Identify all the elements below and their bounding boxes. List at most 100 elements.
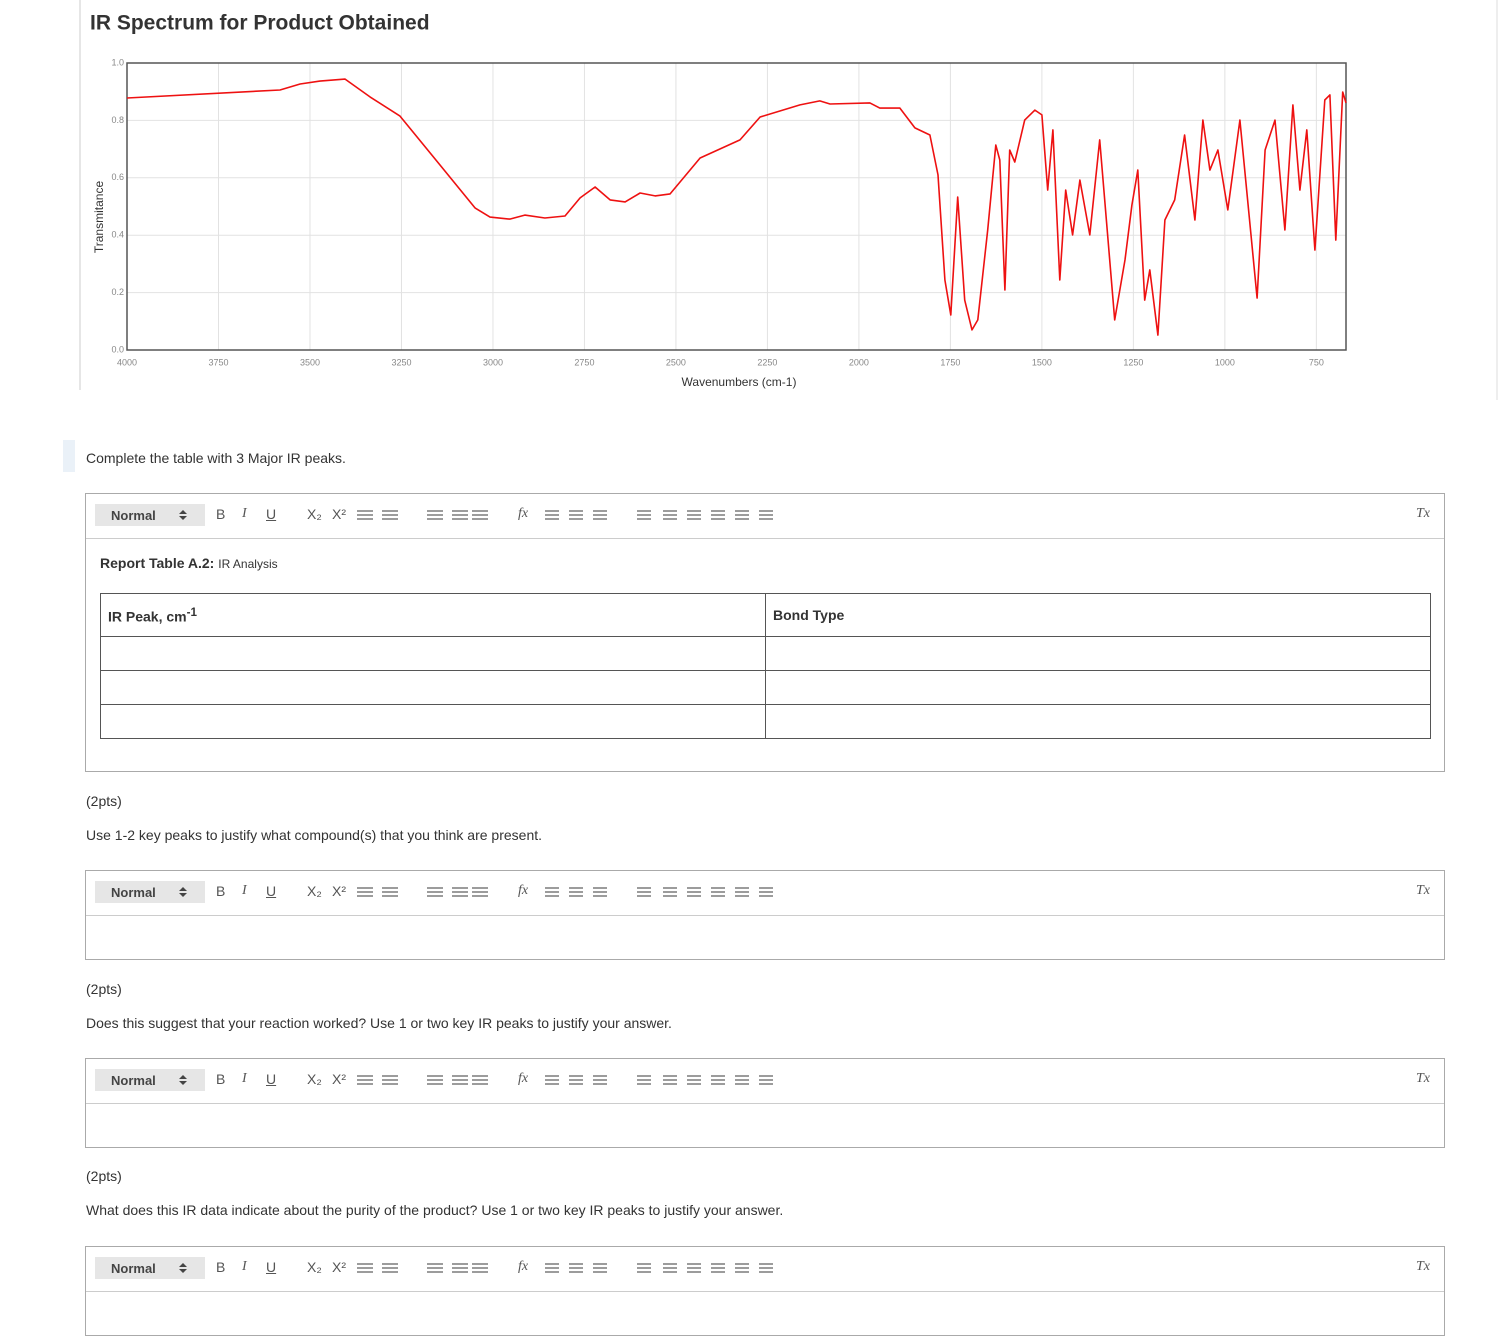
toolbar-icon[interactable] bbox=[734, 885, 750, 899]
toolbar-icon[interactable] bbox=[662, 1261, 678, 1275]
toolbar-icon[interactable] bbox=[381, 1261, 399, 1275]
cell[interactable] bbox=[765, 704, 1431, 739]
format-select[interactable]: Normal bbox=[95, 1257, 205, 1279]
formula-button[interactable]: fx bbox=[518, 506, 529, 521]
toolbar-icon[interactable] bbox=[686, 508, 702, 522]
bold-button[interactable]: B bbox=[216, 506, 226, 522]
toolbar-icon[interactable] bbox=[451, 1073, 469, 1087]
toolbar-icon[interactable] bbox=[356, 1261, 374, 1275]
toolbar-icon[interactable] bbox=[758, 1261, 774, 1275]
toolbar-icon[interactable] bbox=[710, 1261, 726, 1275]
toolbar-icon[interactable] bbox=[544, 885, 560, 899]
toolbar-icon[interactable] bbox=[710, 508, 726, 522]
toolbar-icon[interactable] bbox=[451, 885, 469, 899]
toolbar-icon[interactable] bbox=[426, 1073, 444, 1087]
italic-button[interactable]: I bbox=[242, 1259, 247, 1274]
rich-text-editor[interactable]: Normal B I U X₂ X² fx Tx Report Table A.2: IR A… bbox=[85, 493, 1445, 772]
toolbar-icon[interactable] bbox=[734, 508, 750, 522]
cell[interactable] bbox=[100, 670, 766, 705]
toolbar-icon[interactable] bbox=[471, 885, 489, 899]
toolbar-icon[interactable] bbox=[734, 1261, 750, 1275]
rich-text-editor[interactable]: Normal B I U X₂ X² fx Tx bbox=[85, 1058, 1445, 1148]
toolbar-icon[interactable] bbox=[662, 1073, 678, 1087]
toolbar-icon[interactable] bbox=[426, 885, 444, 899]
toolbar-icon[interactable] bbox=[471, 1261, 489, 1275]
toolbar-icon[interactable] bbox=[471, 508, 489, 522]
formula-button[interactable]: fx bbox=[518, 1259, 529, 1274]
toolbar-icon[interactable] bbox=[381, 1073, 399, 1087]
underline-button[interactable]: U bbox=[266, 883, 277, 899]
format-label[interactable]: Normal bbox=[111, 1261, 156, 1276]
format-select[interactable]: Normal bbox=[95, 1069, 205, 1091]
italic-button[interactable]: I bbox=[242, 1071, 247, 1086]
formula-button[interactable]: fx bbox=[518, 1071, 529, 1086]
bold-button[interactable]: B bbox=[216, 883, 226, 899]
toolbar-icon[interactable] bbox=[662, 885, 678, 899]
cell[interactable] bbox=[100, 636, 766, 671]
toolbar-icon[interactable] bbox=[686, 1073, 702, 1087]
underline-button[interactable]: U bbox=[266, 1071, 277, 1087]
format-select[interactable]: Normal bbox=[95, 881, 205, 903]
bold-button[interactable]: B bbox=[216, 1071, 226, 1087]
superscript-button[interactable]: X² bbox=[332, 1259, 346, 1275]
toolbar-icon[interactable] bbox=[758, 1073, 774, 1087]
clear-format-button[interactable]: Tx bbox=[1416, 1071, 1430, 1086]
toolbar-icon[interactable] bbox=[686, 885, 702, 899]
toolbar-icon[interactable] bbox=[592, 885, 608, 899]
toolbar-icon[interactable] bbox=[568, 885, 584, 899]
toolbar-icon[interactable] bbox=[356, 1073, 374, 1087]
clear-format-button[interactable]: Tx bbox=[1416, 506, 1430, 521]
toolbar-icon[interactable] bbox=[356, 885, 374, 899]
toolbar-icon[interactable] bbox=[471, 1073, 489, 1087]
formula-button[interactable]: fx bbox=[518, 883, 529, 898]
superscript-button[interactable]: X² bbox=[332, 1071, 346, 1087]
toolbar-icon[interactable] bbox=[662, 508, 678, 522]
clear-format-button[interactable]: Tx bbox=[1416, 1259, 1430, 1274]
format-label[interactable]: Normal bbox=[111, 508, 156, 523]
toolbar-icon[interactable] bbox=[381, 508, 399, 522]
toolbar-icon[interactable] bbox=[426, 508, 444, 522]
toolbar-icon[interactable] bbox=[592, 1073, 608, 1087]
toolbar-icon[interactable] bbox=[636, 1073, 652, 1087]
rich-text-editor[interactable]: Normal B I U X₂ X² fx Tx bbox=[85, 870, 1445, 960]
italic-button[interactable]: I bbox=[242, 883, 247, 898]
toolbar-icon[interactable] bbox=[544, 1073, 560, 1087]
header-cell[interactable]: Bond Type bbox=[765, 593, 1431, 637]
clear-format-button[interactable]: Tx bbox=[1416, 883, 1430, 898]
toolbar-icon[interactable] bbox=[636, 508, 652, 522]
subscript-button[interactable]: X₂ bbox=[307, 506, 322, 522]
toolbar-icon[interactable] bbox=[710, 1073, 726, 1087]
toolbar-icon[interactable] bbox=[426, 1261, 444, 1275]
italic-button[interactable]: I bbox=[242, 506, 247, 521]
toolbar-icon[interactable] bbox=[686, 1261, 702, 1275]
toolbar-icon[interactable] bbox=[592, 1261, 608, 1275]
format-label[interactable]: Normal bbox=[111, 1073, 156, 1088]
underline-button[interactable]: U bbox=[266, 506, 277, 522]
toolbar-icon[interactable] bbox=[568, 1073, 584, 1087]
cell[interactable] bbox=[765, 636, 1431, 671]
toolbar-icon[interactable] bbox=[451, 508, 469, 522]
toolbar-icon[interactable] bbox=[758, 508, 774, 522]
subscript-button[interactable]: X₂ bbox=[307, 1071, 322, 1087]
toolbar-icon[interactable] bbox=[636, 885, 652, 899]
format-label[interactable]: Normal bbox=[111, 885, 156, 900]
toolbar-icon[interactable] bbox=[544, 508, 560, 522]
underline-button[interactable]: U bbox=[266, 1259, 277, 1275]
superscript-button[interactable]: X² bbox=[332, 883, 346, 899]
rich-text-editor[interactable]: Normal B I U X₂ X² fx Tx bbox=[85, 1246, 1445, 1336]
bold-button[interactable]: B bbox=[216, 1259, 226, 1275]
toolbar-icon[interactable] bbox=[568, 508, 584, 522]
toolbar-icon[interactable] bbox=[758, 885, 774, 899]
toolbar-icon[interactable] bbox=[568, 1261, 584, 1275]
cell[interactable] bbox=[100, 704, 766, 739]
toolbar-icon[interactable] bbox=[710, 885, 726, 899]
toolbar-icon[interactable] bbox=[636, 1261, 652, 1275]
superscript-button[interactable]: X² bbox=[332, 506, 346, 522]
toolbar-icon[interactable] bbox=[544, 1261, 560, 1275]
toolbar-icon[interactable] bbox=[734, 1073, 750, 1087]
cell[interactable] bbox=[765, 670, 1431, 705]
toolbar-icon[interactable] bbox=[451, 1261, 469, 1275]
format-select[interactable]: Normal bbox=[95, 504, 205, 526]
subscript-button[interactable]: X₂ bbox=[307, 883, 322, 899]
toolbar-icon[interactable] bbox=[592, 508, 608, 522]
